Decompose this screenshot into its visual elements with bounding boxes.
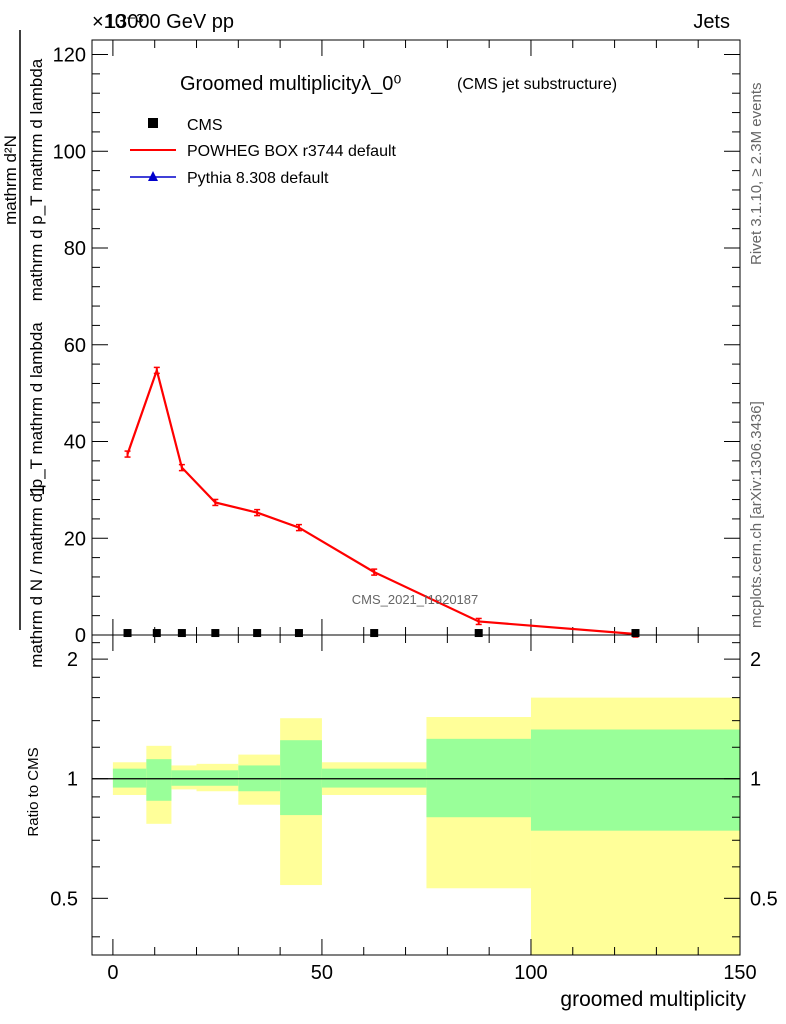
exponent-label: ×10⁻³: [92, 11, 143, 33]
cms-point: [253, 629, 262, 638]
legend-powheg-label: POWHEG BOX r3744 default: [187, 143, 397, 160]
ytick-label: 40: [64, 432, 86, 454]
cms-point: [152, 629, 161, 638]
legend: CMS POWHEG BOX r3744 default Pythia 8.30…: [130, 117, 397, 187]
ratio-ytick-label-right: 0.5: [750, 888, 778, 910]
ratio-ytick-label: 2: [67, 649, 78, 671]
ratio-ytick-label-right: 2: [750, 649, 761, 671]
cms-point: [370, 629, 379, 638]
side-label-bottom: mcplots.cern.ch [arXiv:1306.3436]: [748, 401, 765, 628]
side-label-top: Rivet 3.1.10, ≥ 2.3M events: [748, 83, 765, 266]
ylabel-d2n: mathrm d²N: [1, 135, 20, 225]
ylabel-denominator: mathrm d N / mathrm d p_T mathrm d lambd…: [27, 322, 46, 668]
ratio-band-inner: [196, 770, 239, 786]
ylabel-dpt-dlambda: mathrm d p_T mathrm d lambda: [27, 58, 46, 301]
xtick-label: 150: [723, 962, 756, 984]
ratio-band-inner: [112, 768, 147, 788]
ratio-ylabel: Ratio to CMS: [25, 747, 42, 836]
ylabel-numerator-one: 1: [27, 484, 49, 495]
ratio-band-inner: [171, 770, 197, 786]
process-label: Jets: [693, 11, 730, 33]
ratio-band-inner: [426, 738, 531, 818]
ratio-axes: 0.5 0.5 1 1 2 2 0 50 100 150: [50, 634, 778, 984]
cms-point: [211, 629, 220, 638]
energy-label: 13000 GeV pp: [105, 11, 234, 33]
ytick-label: 20: [64, 528, 86, 550]
ratio-band-inner: [280, 740, 322, 816]
xlabel: groomed multiplicity: [560, 988, 746, 1011]
top-ylabel: 1 mathrm d N / mathrm d p_T mathrm d lam…: [1, 30, 49, 668]
ytick-label: 100: [53, 141, 86, 163]
top-series: [123, 366, 640, 638]
chart-title: Groomed multiplicityλ_0⁰: [180, 73, 401, 95]
cms-point: [123, 629, 132, 638]
legend-pythia-label: Pythia 8.308 default: [187, 170, 329, 187]
ratio-band-inner: [321, 768, 427, 788]
cms-point: [474, 629, 483, 638]
ratio-band-inner: [146, 759, 172, 801]
xtick-label: 50: [311, 962, 333, 984]
cms-point: [294, 629, 303, 638]
cms-point: [631, 629, 640, 638]
legend-cms-marker: [148, 118, 158, 128]
xtick-label: 0: [107, 962, 118, 984]
ytick-label: 120: [53, 45, 86, 67]
ytick-label: 80: [64, 238, 86, 260]
watermark: CMS_2021_I1920187: [352, 592, 479, 607]
ytick-label: 0: [75, 625, 86, 647]
ratio-frame: [91, 634, 741, 956]
ratio-ytick-label: 1: [67, 769, 78, 791]
chart-subtitle: (CMS jet substructure): [457, 76, 617, 93]
ratio-ytick-label-right: 1: [750, 769, 761, 791]
ratio-bands: [112, 697, 740, 955]
cms-point: [177, 629, 186, 638]
xtick-label: 100: [514, 962, 547, 984]
ratio-ytick-label: 0.5: [50, 888, 78, 910]
ytick-label: 60: [64, 335, 86, 357]
legend-pythia-marker: [148, 171, 158, 181]
legend-cms-label: CMS: [187, 117, 223, 134]
top-axes: 0 20 40 60 80 100 120: [53, 39, 741, 647]
ratio-band-inner: [530, 729, 740, 831]
